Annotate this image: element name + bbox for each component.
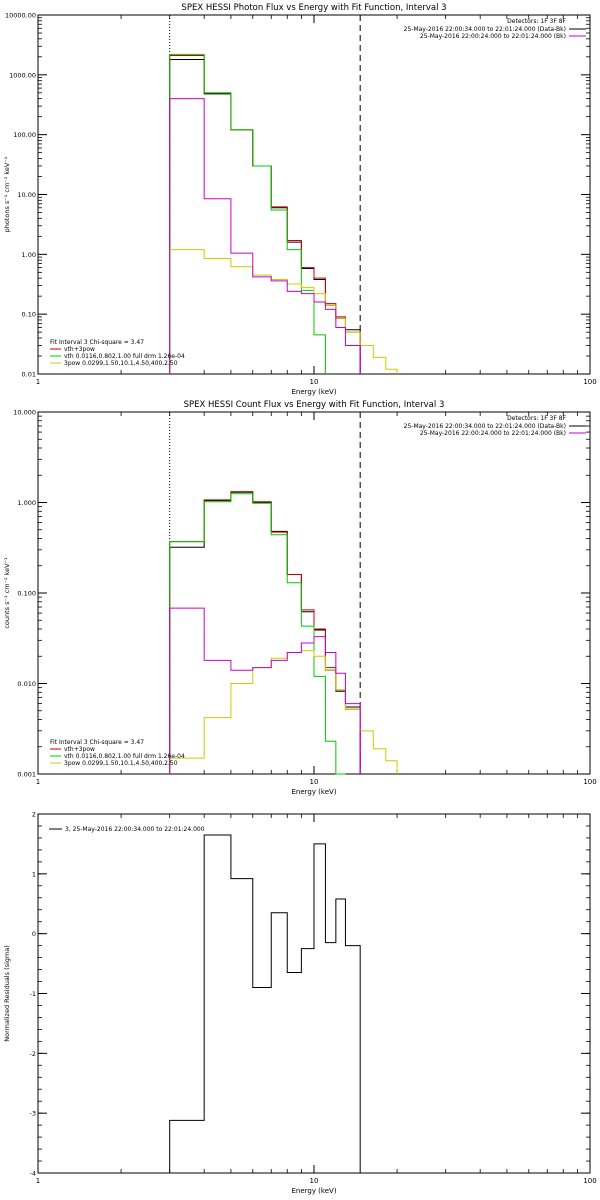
- chart-title: SPEX HESSI Count Flux vs Energy with Fit…: [184, 400, 445, 410]
- y-axis: 0.01 0.10 1.00 10.00 100.00 1000.00 10000.00: [5, 12, 590, 379]
- x-axis: 1 10 100: [36, 814, 597, 1185]
- series-vth-3pow-line: [169, 55, 361, 374]
- legend-header: Detectors: 1F 3F 8F: [507, 415, 566, 422]
- series-3pow-line: [169, 249, 398, 374]
- y-tick-label: -2: [30, 1050, 36, 1058]
- y-axis-label: counts s⁻¹ cm⁻² keV⁻¹: [3, 557, 11, 629]
- fit-info-label: Fit Interval 3 Chi-square = 3.47: [50, 739, 144, 746]
- x-axis-label: Energy (keV): [291, 388, 336, 396]
- chart-panel-3: 1 10 100 Energy (keV) -4 -3 -2 -1 0 1 2 Normalized …: [3, 811, 597, 1196]
- legend-bottom-left: Fit Interval 3 Chi-square = 3.47vth+3pow…: [50, 339, 185, 367]
- y-tick-label: 10.00: [17, 191, 36, 199]
- x-tick-label: 1: [36, 1177, 40, 1185]
- y-tick-label: 0.100: [17, 590, 36, 598]
- y-tick-label: 0.10: [22, 311, 36, 319]
- y-tick-label: 10000.00: [5, 12, 36, 20]
- series-vth-line: [169, 493, 346, 775]
- fit-info-label: Fit Interval 3 Chi-square = 3.47: [50, 339, 144, 346]
- x-tick-label: 100: [583, 378, 596, 386]
- legend-entry-label: vth 0.0116,0.802,1.00 full drm 1.26e-04: [64, 753, 185, 760]
- series-vth-line: [169, 53, 326, 374]
- chart-panel-1: SPEX HESSI Photon Flux vs Energy with Fi…: [3, 3, 597, 396]
- y-tick-label: 1.000: [17, 499, 36, 507]
- y-tick-label: 2: [32, 811, 36, 819]
- x-tick-label: 1: [36, 778, 40, 786]
- series-vth-3pow-line: [169, 491, 361, 774]
- y-tick-label: 1000.00: [9, 71, 36, 79]
- x-tick-label: 100: [583, 778, 596, 786]
- y-axis-label: photons s⁻¹ cm⁻² keV⁻¹: [3, 156, 11, 232]
- y-tick-label: -4: [30, 1170, 36, 1178]
- legend-top-left: 3, 25-May-2016 22:00:34.000 to 22:01:24.…: [49, 826, 205, 833]
- x-tick-label: 100: [583, 1177, 596, 1185]
- legend-entry-label: vth+3pow: [64, 746, 95, 753]
- y-tick-label: -3: [30, 1110, 36, 1118]
- legend-bottom-left: Fit Interval 3 Chi-square = 3.47vth+3pow…: [50, 739, 185, 767]
- y-tick-label: 0: [32, 930, 36, 938]
- series-data-bk-line: [169, 59, 361, 374]
- x-axis: 1 10 100: [36, 412, 597, 786]
- x-axis-label: Energy (keV): [291, 788, 336, 796]
- legend-entry-label: 25-May-2016 22:00:24.000 to 22:01:24.000…: [420, 430, 566, 437]
- x-tick-label: 10: [310, 378, 319, 386]
- x-axis: 1 10 100: [36, 15, 597, 386]
- series-3-25-may-2016-22-00-34-000-to-22-01-24-000-line: [169, 834, 361, 1173]
- series-3pow-line: [169, 650, 398, 774]
- legend-entry-label: 3pow 0.0299,1.50,10.1,4.50,400,2.50: [64, 760, 178, 767]
- series-group: [169, 834, 361, 1173]
- y-axis: 0.001 0.010 0.100 1.000 10.000: [13, 409, 590, 779]
- chart-panel-2: SPEX HESSI Count Flux vs Energy with Fit…: [3, 400, 597, 796]
- legend-entry-label: 25-May-2016 22:00:34.000 to 22:01:24.000…: [404, 26, 566, 33]
- series-bk-line: [169, 98, 361, 374]
- legend-entry-label: 3, 25-May-2016 22:00:34.000 to 22:01:24.…: [65, 826, 205, 833]
- legend-entry-label: vth 0.0116,0.802,1.00 full drm 1.26e-04: [64, 353, 185, 360]
- series-group: [169, 53, 398, 374]
- legend-entry-label: 25-May-2016 22:00:24.000 to 22:01:24.000…: [420, 33, 566, 40]
- y-tick-label: 100.00: [13, 131, 36, 139]
- series-group: [169, 491, 398, 775]
- x-tick-label: 10: [310, 778, 319, 786]
- legend-entry-label: 25-May-2016 22:00:34.000 to 22:01:24.000…: [404, 423, 566, 430]
- y-tick-label: 0.010: [17, 680, 36, 688]
- series-bk-line: [169, 607, 361, 774]
- plot-frame: [37, 411, 591, 775]
- y-tick-label: 1: [32, 870, 36, 878]
- chart-title: SPEX HESSI Photon Flux vs Energy with Fi…: [181, 3, 446, 13]
- x-tick-label: 10: [310, 1177, 319, 1185]
- y-tick-label: 0.01: [22, 371, 36, 379]
- series-data-bk-line: [169, 491, 361, 774]
- x-axis-label: Energy (keV): [291, 1187, 336, 1195]
- legend-header: Detectors: 1F 3F 8F: [507, 18, 566, 25]
- y-axis-label: Normalized Residuals (sigma): [3, 945, 11, 1042]
- y-axis: -4 -3 -2 -1 0 1 2: [30, 811, 590, 1178]
- legend-entry-label: 3pow 0.0299,1.50,10.1,4.50,400,2.50: [64, 360, 178, 367]
- y-tick-label: -1: [30, 990, 36, 998]
- y-tick-label: 1.00: [22, 251, 36, 259]
- x-tick-label: 1: [36, 378, 40, 386]
- y-tick-label: 0.001: [17, 771, 36, 779]
- y-tick-label: 10.000: [13, 409, 36, 417]
- legend-entry-label: vth+3pow: [64, 346, 95, 353]
